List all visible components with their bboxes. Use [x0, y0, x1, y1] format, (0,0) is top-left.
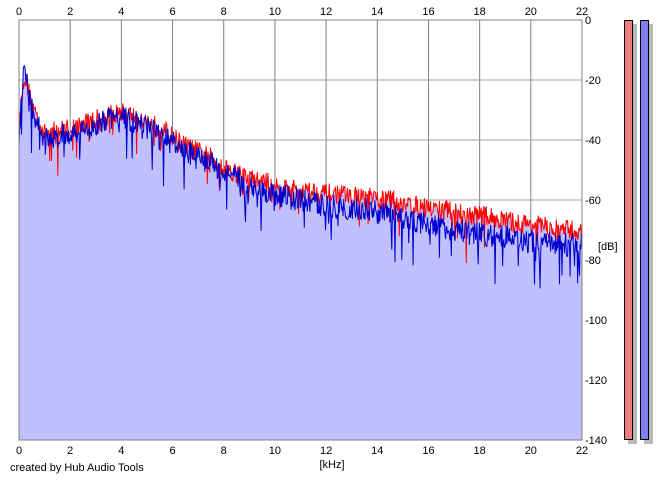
x-tick-label: 18	[474, 6, 486, 18]
y-axis-label: [dB]	[598, 241, 618, 253]
y-tick-label: -40	[585, 135, 601, 147]
series-line-blue	[18, 64, 583, 289]
y-tick-label: 0	[585, 15, 591, 27]
y-tick-label: -60	[585, 195, 601, 207]
x-tick-label: 0	[16, 6, 22, 18]
plot-frame	[18, 19, 583, 441]
credit-text: created by Hub Audio Tools	[10, 462, 144, 474]
x-tick-label: 22	[576, 6, 588, 18]
x-tick-labels-bottom: 0 2 4 6 8 10 12 14 16 18 20 22	[16, 445, 588, 457]
y-tick-labels: 0 -20 -40 -60 -80 -100 -120 -140	[585, 15, 607, 447]
x-tick-label: 8	[221, 445, 227, 457]
level-meter-left	[624, 20, 633, 440]
spectrum-fill-area	[19, 65, 582, 441]
x-tick-label: 8	[221, 6, 227, 18]
x-tick-label: 0	[16, 445, 22, 457]
x-tick-label: 18	[474, 445, 486, 457]
x-tick-label: 4	[118, 6, 124, 18]
y-tick-label: -140	[585, 435, 607, 447]
x-tick-label: 16	[422, 6, 434, 18]
x-axis-label: [kHz]	[319, 459, 344, 471]
x-tick-label: 10	[269, 445, 281, 457]
x-tick-label: 12	[320, 6, 332, 18]
x-tick-label: 12	[320, 445, 332, 457]
x-tick-label: 6	[169, 6, 175, 18]
y-tick-label: -20	[585, 75, 601, 87]
y-tick-label: -100	[585, 315, 607, 327]
x-tick-label: 20	[525, 6, 537, 18]
x-tick-label: 14	[371, 445, 383, 457]
x-tick-label: 20	[525, 445, 537, 457]
x-tick-labels-top: 0 2 4 6 8 10 12 14 16 18 20 22	[16, 6, 588, 18]
y-tick-label: -80	[585, 255, 601, 267]
x-tick-label: 2	[67, 445, 73, 457]
x-tick-label: 2	[67, 6, 73, 18]
x-tick-label: 4	[118, 445, 124, 457]
x-tick-label: 10	[269, 6, 281, 18]
x-tick-label: 14	[371, 6, 383, 18]
x-tick-label: 22	[576, 445, 588, 457]
level-meter-right	[640, 20, 649, 440]
x-tick-label: 16	[422, 445, 434, 457]
x-tick-label: 6	[169, 445, 175, 457]
y-tick-label: -120	[585, 375, 607, 387]
